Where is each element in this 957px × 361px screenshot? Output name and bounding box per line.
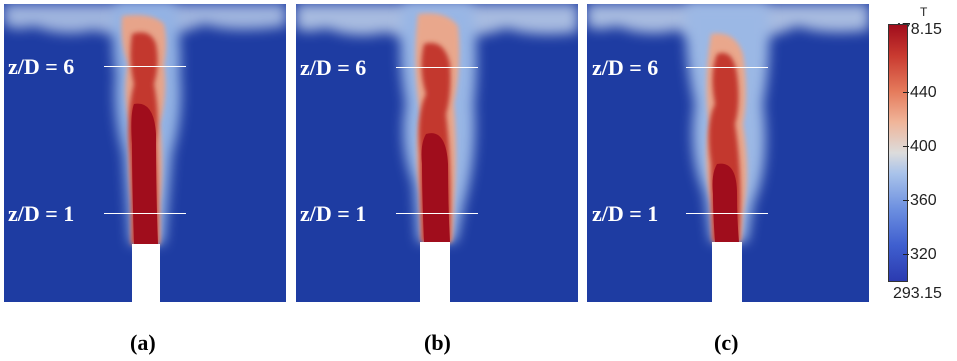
marker-line-b-1 (396, 213, 478, 214)
colorbar-tick-400 (903, 146, 909, 147)
marker-label-b-6: z/D = 6 (300, 55, 367, 80)
marker-line-b-6 (396, 67, 478, 68)
marker-line-a-1 (104, 213, 186, 214)
colorbar-label-400: 400 (910, 138, 937, 155)
colorbar-title: T (920, 5, 928, 19)
colorbar-tick-440 (903, 92, 909, 93)
plume-c (587, 4, 869, 302)
marker-label-a-1: z/D = 1 (8, 201, 75, 226)
nozzle-b (420, 242, 450, 302)
colorbar-label-360: 360 (910, 192, 937, 209)
colorbar-gradient (888, 24, 908, 282)
marker-line-a-6 (104, 66, 186, 67)
marker-label-a-6: z/D = 6 (8, 54, 75, 79)
nozzle-c (712, 242, 742, 302)
marker-label-b-1: z/D = 1 (300, 201, 367, 226)
marker-label-c-1: z/D = 1 (592, 201, 659, 226)
nozzle-a (132, 244, 160, 302)
colorbar-tick-360 (903, 200, 909, 201)
caption-c: (c) (714, 330, 739, 355)
colorbar-min-label: 293.15 (893, 285, 942, 302)
marker-line-c-1 (686, 213, 768, 214)
panel-a (4, 4, 286, 302)
caption-b: (b) (424, 330, 451, 355)
marker-line-c-6 (686, 67, 768, 68)
colorbar-label-440: 440 (910, 84, 937, 101)
plume-a (4, 4, 286, 302)
panel-b (296, 4, 578, 302)
caption-a: (a) (130, 330, 156, 355)
panel-c (587, 4, 869, 302)
colorbar (888, 24, 908, 282)
plume-b (296, 4, 578, 302)
colorbar-tick-320 (903, 254, 909, 255)
marker-label-c-6: z/D = 6 (592, 55, 659, 80)
colorbar-label-320: 320 (910, 246, 937, 263)
